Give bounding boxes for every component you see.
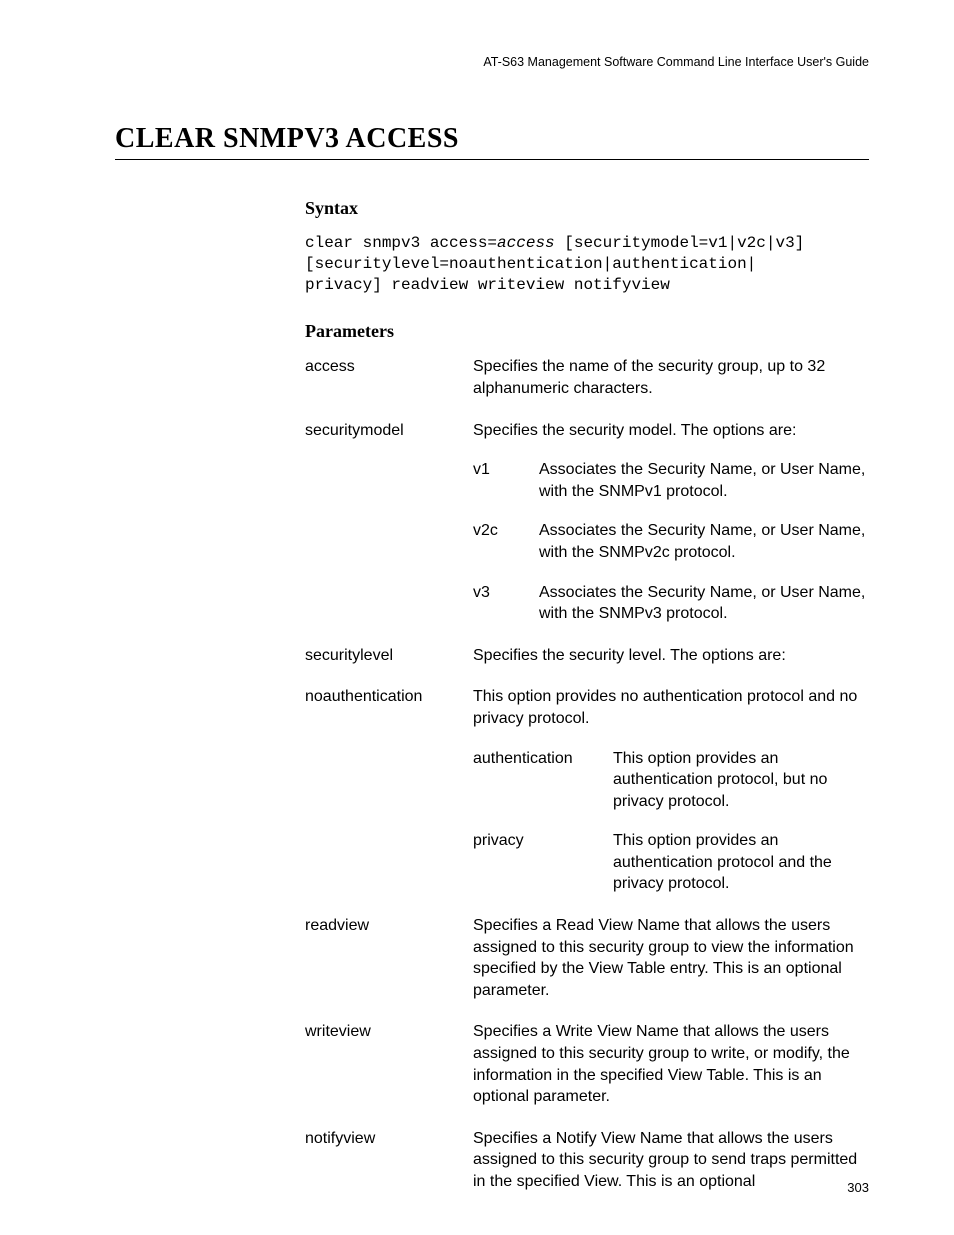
param-desc: Specifies a Read View Name that allows t… <box>473 915 869 1001</box>
sub-row: v2c Associates the Security Name, or Use… <box>473 520 869 563</box>
param-row: notifyview Specifies a Notify View Name … <box>305 1128 869 1193</box>
sub-row: v1 Associates the Security Name, or User… <box>473 459 869 502</box>
sub-key: privacy <box>473 830 613 895</box>
sub-row: privacy This option provides an authenti… <box>473 830 869 895</box>
syntax-block: clear snmpv3 access=access [securitymode… <box>305 233 869 295</box>
syntax-line2: [securitylevel=noauthentication|authenti… <box>305 255 756 273</box>
param-desc: Specifies a Notify View Name that allows… <box>473 1128 869 1193</box>
param-desc: Specifies a Write View Name that allows … <box>473 1021 869 1107</box>
page-number: 303 <box>847 1180 869 1195</box>
sub-val: Associates the Security Name, or User Na… <box>539 520 869 563</box>
param-row: readview Specifies a Read View Name that… <box>305 915 869 1001</box>
param-row: securitylevel Specifies the security lev… <box>305 645 869 667</box>
param-desc: This option provides no authentication p… <box>473 686 869 895</box>
sub-val: Associates the Security Name, or User Na… <box>539 459 869 502</box>
param-desc-text: Specifies the security model. The option… <box>473 422 796 439</box>
param-name: writeview <box>305 1021 473 1107</box>
running-header: AT-S63 Management Software Command Line … <box>115 55 869 69</box>
sub-val: Associates the Security Name, or User Na… <box>539 582 869 625</box>
sub-key: v3 <box>473 582 539 625</box>
sub-row: authentication This option provides an a… <box>473 748 869 813</box>
param-row: securitymodel Specifies the security mod… <box>305 420 869 625</box>
param-name: notifyview <box>305 1128 473 1193</box>
syntax-line1-pre: clear snmpv3 access= <box>305 234 497 252</box>
sub-val: This option provides an authentication p… <box>613 748 869 813</box>
parameters-heading: Parameters <box>305 321 869 342</box>
param-name: securitymodel <box>305 420 473 625</box>
syntax-line3: privacy] readview writeview notifyview <box>305 276 670 294</box>
sub-val: This option provides an authentication p… <box>613 830 869 895</box>
sub-key: v2c <box>473 520 539 563</box>
param-row: access Specifies the name of the securit… <box>305 356 869 399</box>
syntax-line1-arg: access <box>497 234 555 252</box>
page-title: CLEAR SNMPV3 ACCESS <box>115 123 869 160</box>
param-desc: Specifies the security level. The option… <box>473 645 869 667</box>
param-name: readview <box>305 915 473 1001</box>
param-name: securitylevel <box>305 645 473 667</box>
param-desc: Specifies the name of the security group… <box>473 356 869 399</box>
sub-key: v1 <box>473 459 539 502</box>
param-desc-text: This option provides no authentication p… <box>473 688 857 727</box>
param-name: access <box>305 356 473 399</box>
sub-key: authentication <box>473 748 613 813</box>
param-row: writeview Specifies a Write View Name th… <box>305 1021 869 1107</box>
param-row: noauthentication This option provides no… <box>305 686 869 895</box>
syntax-line1-post: [securitymodel=v1|v2c|v3] <box>555 234 805 252</box>
sub-row: v3 Associates the Security Name, or User… <box>473 582 869 625</box>
param-desc: Specifies the security model. The option… <box>473 420 869 625</box>
param-name: noauthentication <box>305 686 473 895</box>
syntax-heading: Syntax <box>305 198 869 219</box>
